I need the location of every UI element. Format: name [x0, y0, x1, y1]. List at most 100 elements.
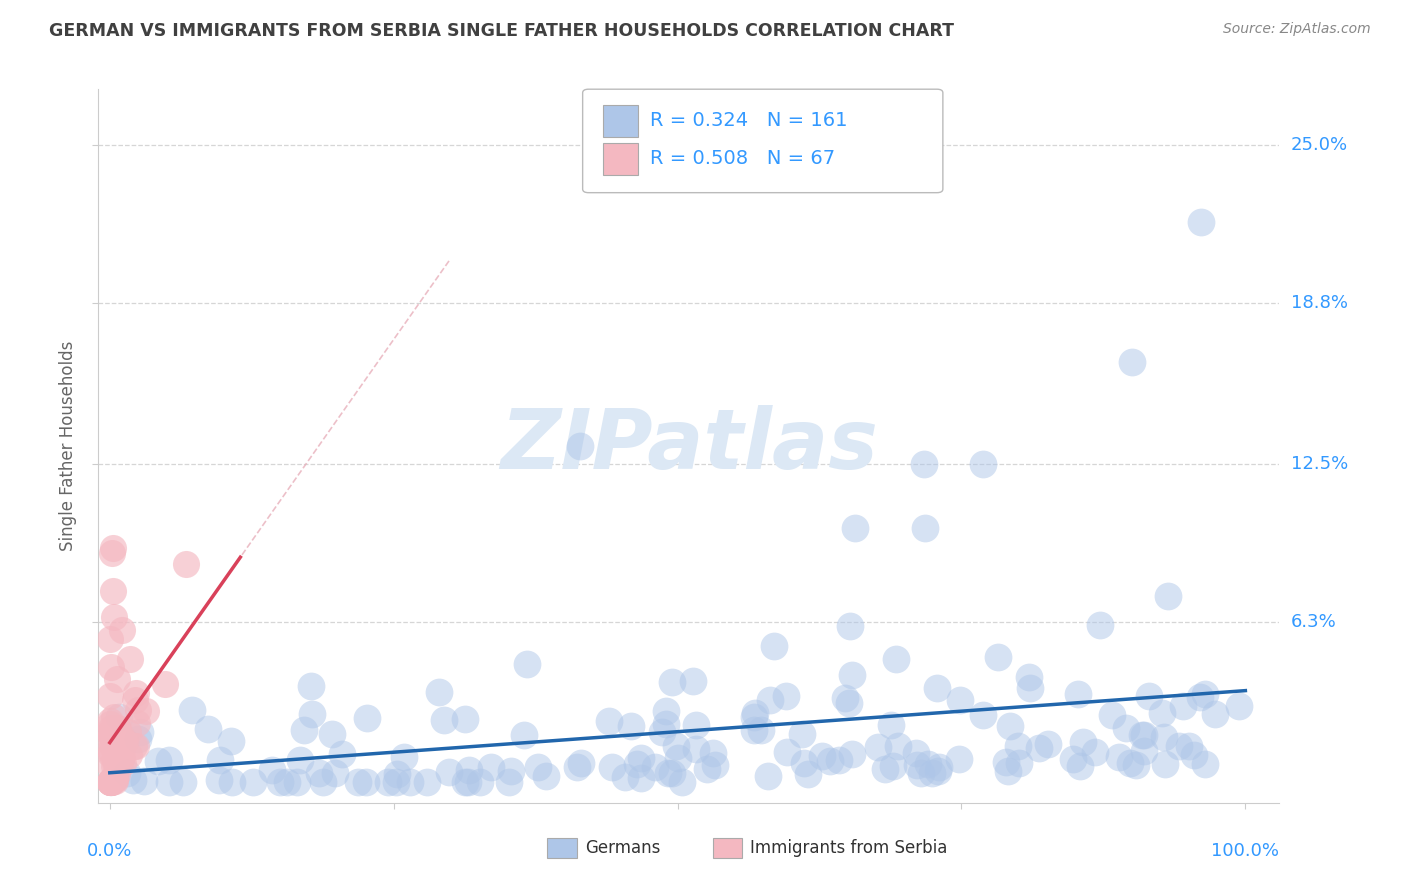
Point	[749, 723, 772, 737]
Point	[630, 750, 652, 764]
Text: Germans: Germans	[585, 839, 661, 857]
Point	[101, 739, 124, 753]
Point	[571, 756, 593, 771]
Point	[301, 706, 323, 721]
Point	[385, 767, 408, 781]
Point	[1115, 721, 1137, 735]
Point	[887, 739, 910, 753]
Point	[910, 765, 932, 780]
Point	[759, 693, 782, 707]
Point	[661, 765, 683, 780]
Point	[124, 692, 146, 706]
Point	[873, 762, 896, 776]
Point	[1133, 744, 1156, 758]
Point	[1133, 728, 1156, 742]
Text: Immigrants from Serbia: Immigrants from Serbia	[751, 839, 948, 857]
Point	[696, 762, 718, 776]
Point	[174, 558, 197, 572]
Point	[879, 718, 901, 732]
Point	[103, 773, 125, 788]
Point	[998, 719, 1021, 733]
Point	[321, 727, 343, 741]
Point	[308, 766, 330, 780]
Point	[276, 775, 298, 789]
Point	[100, 746, 122, 760]
Point	[661, 674, 683, 689]
Point	[481, 759, 503, 773]
Point	[115, 765, 138, 780]
Point	[927, 764, 949, 778]
Point	[1154, 757, 1177, 772]
Point	[972, 708, 994, 723]
Point	[129, 725, 152, 739]
Point	[117, 724, 139, 739]
Point	[98, 759, 121, 773]
Point	[110, 750, 132, 764]
Point	[948, 752, 970, 766]
Point	[221, 775, 243, 789]
Point	[100, 722, 122, 736]
Point	[454, 712, 477, 726]
Point	[157, 753, 180, 767]
Point	[1177, 739, 1199, 753]
Point	[1168, 739, 1191, 754]
Point	[269, 775, 291, 789]
Point	[828, 753, 851, 767]
Point	[107, 756, 129, 770]
Point	[744, 723, 766, 737]
Point	[1227, 699, 1250, 714]
Point	[844, 520, 866, 534]
Point	[1062, 752, 1084, 766]
Point	[655, 716, 678, 731]
Point	[626, 757, 648, 772]
Point	[666, 751, 689, 765]
Point	[122, 772, 145, 787]
Point	[1084, 745, 1107, 759]
Point	[208, 773, 231, 788]
Point	[354, 775, 377, 789]
Text: R = 0.508   N = 67: R = 0.508 N = 67	[650, 149, 835, 168]
Point	[1188, 690, 1211, 704]
Point	[98, 689, 121, 703]
Point	[972, 457, 994, 471]
Point	[534, 769, 557, 783]
Point	[209, 753, 232, 767]
Point	[427, 685, 450, 699]
Point	[330, 747, 353, 762]
Point	[98, 714, 121, 728]
Point	[838, 697, 860, 711]
Point	[416, 775, 439, 789]
Point	[654, 704, 676, 718]
Point	[292, 723, 315, 737]
Point	[356, 711, 378, 725]
Point	[104, 755, 127, 769]
Point	[995, 755, 1018, 769]
Point	[921, 766, 943, 780]
Point	[98, 775, 121, 789]
Point	[1150, 706, 1173, 720]
Point	[987, 650, 1010, 665]
Point	[385, 775, 408, 789]
Point	[928, 760, 950, 774]
Point	[1008, 756, 1031, 771]
Point	[299, 679, 322, 693]
Point	[763, 639, 786, 653]
Point	[107, 721, 129, 735]
Point	[127, 731, 149, 746]
Point	[105, 672, 128, 686]
Text: 6.3%: 6.3%	[1291, 613, 1336, 631]
Point	[104, 767, 127, 781]
Point	[100, 775, 122, 789]
Point	[756, 769, 779, 783]
Point	[498, 775, 520, 789]
Point	[457, 775, 479, 789]
Point	[1108, 749, 1130, 764]
Point	[905, 758, 928, 772]
Point	[776, 745, 799, 759]
Text: ZIPatlas: ZIPatlas	[501, 406, 877, 486]
Point	[98, 747, 121, 761]
Point	[120, 651, 142, 665]
Point	[100, 775, 122, 789]
Point	[516, 657, 538, 671]
Point	[98, 632, 121, 647]
